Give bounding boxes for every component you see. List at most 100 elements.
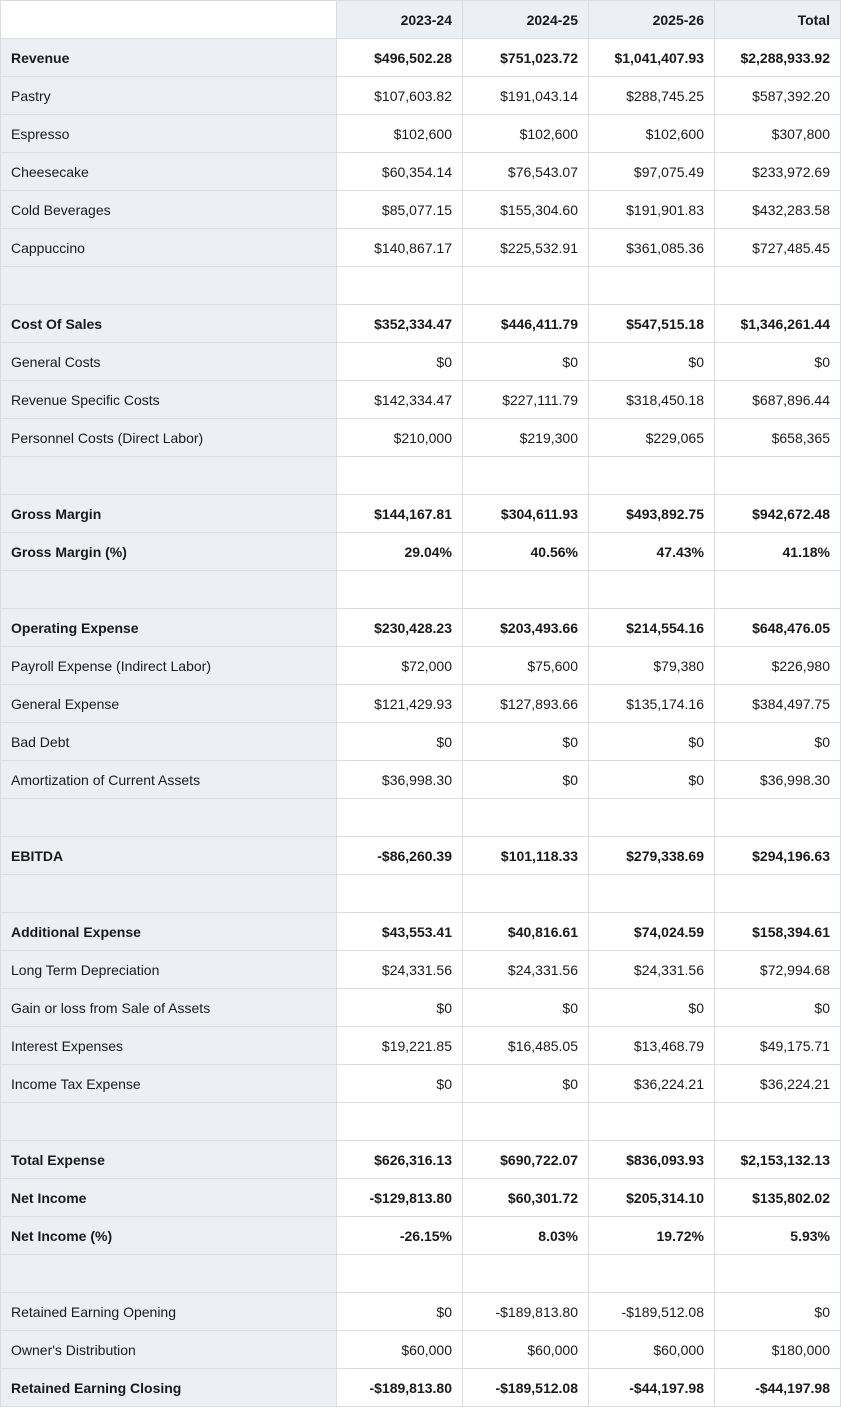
row-label (1, 267, 337, 305)
row-value: $751,023.72 (463, 39, 589, 77)
row-label (1, 1255, 337, 1293)
row-value: $219,300 (463, 419, 589, 457)
row-value: -26.15% (337, 1217, 463, 1255)
row-value: $76,543.07 (463, 153, 589, 191)
row-label: Long Term Depreciation (1, 951, 337, 989)
row-value: $16,485.05 (463, 1027, 589, 1065)
row-value: $60,354.14 (337, 153, 463, 191)
row-value: $121,429.93 (337, 685, 463, 723)
row-label: Retained Earning Opening (1, 1293, 337, 1331)
row-value (337, 571, 463, 609)
row-value: $227,111.79 (463, 381, 589, 419)
table-row: Revenue Specific Costs$142,334.47$227,11… (1, 381, 841, 419)
row-value: $191,901.83 (589, 191, 715, 229)
table-row: Net Income-$129,813.80$60,301.72$205,314… (1, 1179, 841, 1217)
row-value: $690,722.07 (463, 1141, 589, 1179)
table-row: Operating Expense$230,428.23$203,493.66$… (1, 609, 841, 647)
row-value: $102,600 (463, 115, 589, 153)
row-label: Cappuccino (1, 229, 337, 267)
row-value: $2,153,132.13 (715, 1141, 841, 1179)
row-value: $361,085.36 (589, 229, 715, 267)
row-value (463, 267, 589, 305)
row-value (715, 1103, 841, 1141)
row-value: $0 (589, 723, 715, 761)
row-label (1, 1103, 337, 1141)
row-value: $24,331.56 (463, 951, 589, 989)
row-value: $85,077.15 (337, 191, 463, 229)
row-value: $294,196.63 (715, 837, 841, 875)
row-value: $352,334.47 (337, 305, 463, 343)
row-value: $74,024.59 (589, 913, 715, 951)
table-row: Cost Of Sales$352,334.47$446,411.79$547,… (1, 305, 841, 343)
row-value: $279,338.69 (589, 837, 715, 875)
row-value: -$189,512.08 (589, 1293, 715, 1331)
row-value: $79,380 (589, 647, 715, 685)
row-value: $43,553.41 (337, 913, 463, 951)
table-row (1, 267, 841, 305)
row-value (715, 571, 841, 609)
row-value: $0 (715, 1293, 841, 1331)
row-value: $587,392.20 (715, 77, 841, 115)
row-value: $36,998.30 (715, 761, 841, 799)
header-col-4: Total (715, 1, 841, 39)
row-value: $101,118.33 (463, 837, 589, 875)
table-row: Income Tax Expense$0$0$36,224.21$36,224.… (1, 1065, 841, 1103)
table-row: Pastry$107,603.82$191,043.14$288,745.25$… (1, 77, 841, 115)
row-value: $49,175.71 (715, 1027, 841, 1065)
row-value: $0 (463, 761, 589, 799)
row-value: $140,867.17 (337, 229, 463, 267)
row-label: Revenue Specific Costs (1, 381, 337, 419)
row-value: $97,075.49 (589, 153, 715, 191)
row-value: $0 (337, 343, 463, 381)
header-col-3: 2025-26 (589, 1, 715, 39)
header-row: 2023-24 2024-25 2025-26 Total (1, 1, 841, 39)
row-label: Additional Expense (1, 913, 337, 951)
row-label: Cheesecake (1, 153, 337, 191)
table-row: Bad Debt$0$0$0$0 (1, 723, 841, 761)
row-value: $102,600 (337, 115, 463, 153)
row-label: Revenue (1, 39, 337, 77)
row-value: $205,314.10 (589, 1179, 715, 1217)
row-value: $24,331.56 (589, 951, 715, 989)
header-blank (1, 1, 337, 39)
row-value: $230,428.23 (337, 609, 463, 647)
row-value: $127,893.66 (463, 685, 589, 723)
row-value: -$129,813.80 (337, 1179, 463, 1217)
row-label: Retained Earning Closing (1, 1369, 337, 1407)
row-value: 40.56% (463, 533, 589, 571)
row-label: Payroll Expense (Indirect Labor) (1, 647, 337, 685)
row-value (589, 457, 715, 495)
row-value: $36,224.21 (589, 1065, 715, 1103)
row-value: -$44,197.98 (589, 1369, 715, 1407)
table-row: Additional Expense$43,553.41$40,816.61$7… (1, 913, 841, 951)
row-value (337, 1255, 463, 1293)
row-value: $0 (337, 723, 463, 761)
table-row: Personnel Costs (Direct Labor)$210,000$2… (1, 419, 841, 457)
row-value: -$189,512.08 (463, 1369, 589, 1407)
table-row (1, 799, 841, 837)
row-label: Interest Expenses (1, 1027, 337, 1065)
row-label: Net Income (1, 1179, 337, 1217)
row-value (715, 457, 841, 495)
row-label: General Expense (1, 685, 337, 723)
row-value: $0 (463, 1065, 589, 1103)
row-label: Pastry (1, 77, 337, 115)
row-value: $135,174.16 (589, 685, 715, 723)
row-value: $0 (715, 723, 841, 761)
row-value: $0 (589, 989, 715, 1027)
row-label: Cold Beverages (1, 191, 337, 229)
row-value: $72,994.68 (715, 951, 841, 989)
row-value: $214,554.16 (589, 609, 715, 647)
row-label: Gross Margin (%) (1, 533, 337, 571)
row-value: $318,450.18 (589, 381, 715, 419)
row-label: Espresso (1, 115, 337, 153)
row-value: $155,304.60 (463, 191, 589, 229)
row-value: $60,000 (337, 1331, 463, 1369)
row-label: Net Income (%) (1, 1217, 337, 1255)
row-value: $0 (463, 723, 589, 761)
row-value: -$189,813.80 (337, 1369, 463, 1407)
row-value: $942,672.48 (715, 495, 841, 533)
row-value (463, 1103, 589, 1141)
row-value: $72,000 (337, 647, 463, 685)
row-value: $102,600 (589, 115, 715, 153)
